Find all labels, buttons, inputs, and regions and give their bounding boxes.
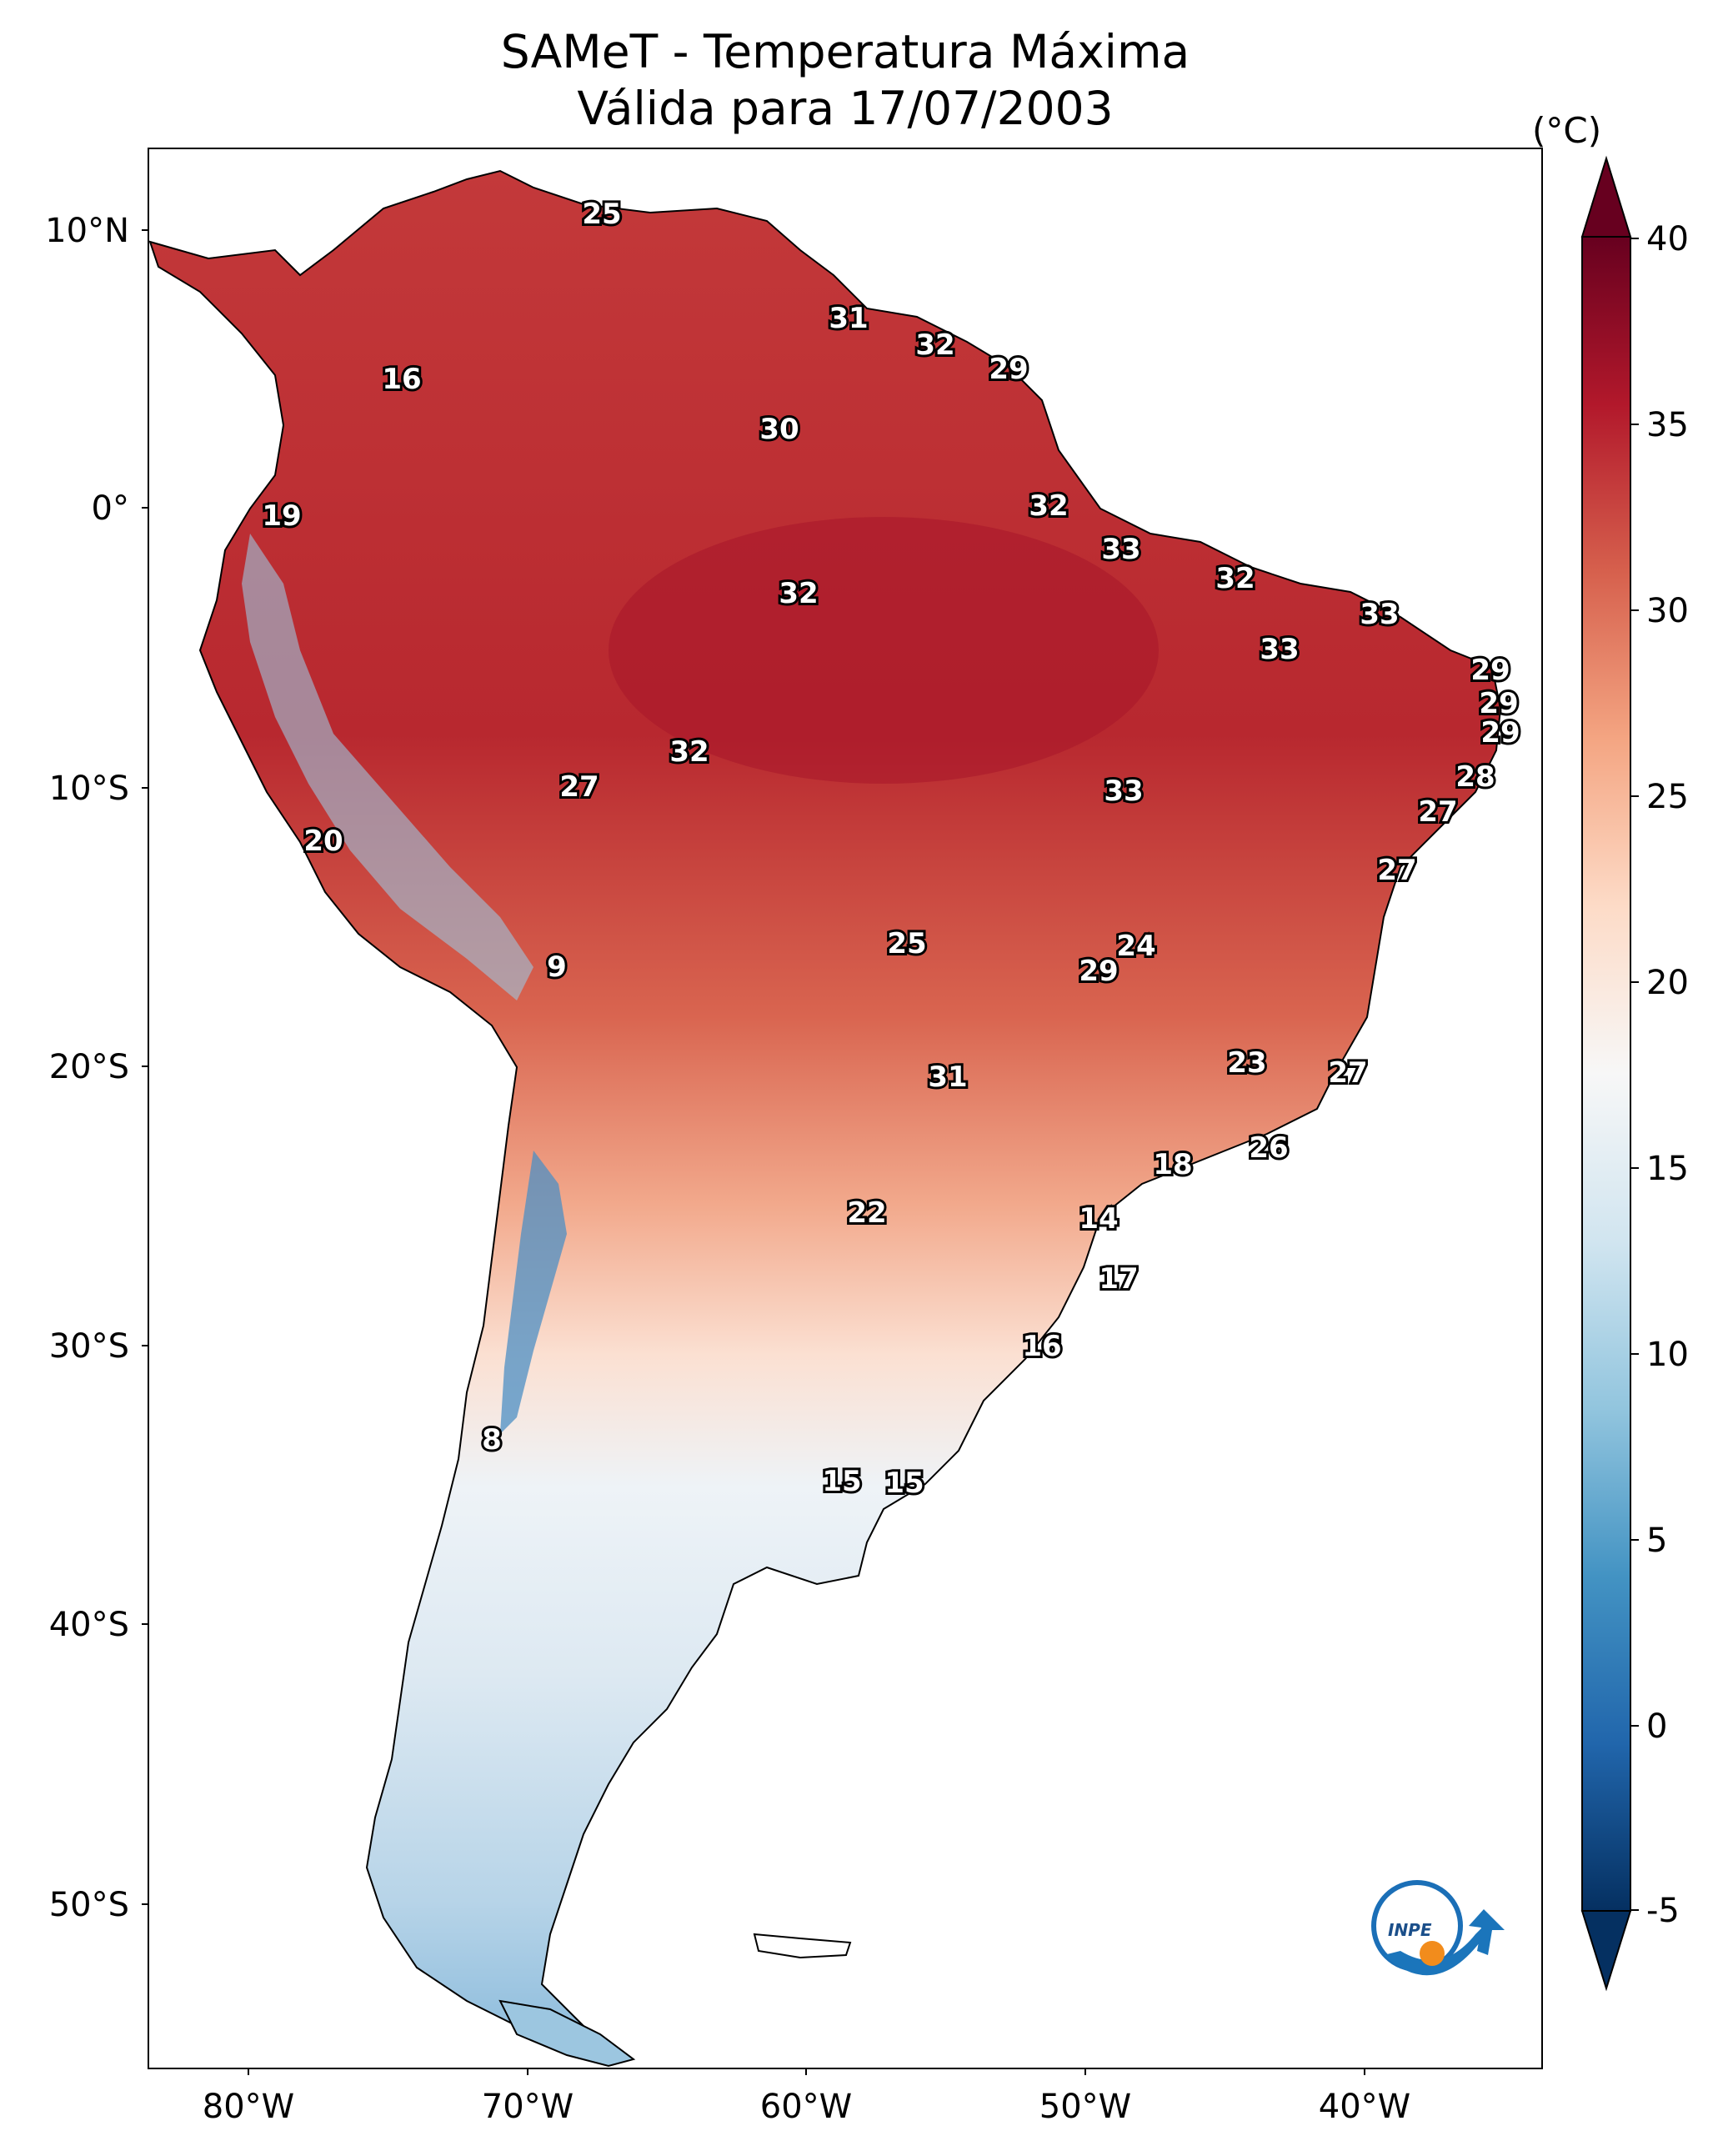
colorbar-tick-label: -5	[1646, 1892, 1680, 1930]
map-value-labels: 25 16 31 32 29 30 19 32 32 33 32 33 33 2…	[259, 195, 1522, 1502]
lon-label-50w: 50°W	[1039, 2088, 1131, 2126]
map-value-label: 15	[822, 1465, 861, 1498]
map-value-label: 33	[1260, 633, 1299, 666]
map-value-label: 29	[1479, 687, 1518, 720]
lat-label-50s: 50°S	[49, 1886, 129, 1924]
map-value-label: 32	[915, 328, 954, 362]
colorbar-tick-label: 0	[1646, 1707, 1667, 1746]
colorbar-unit: (°C)	[1532, 110, 1602, 151]
inpe-logo-text: INPE	[1388, 1920, 1432, 1940]
lat-label-30s: 30°S	[49, 1327, 129, 1366]
tick-marks	[142, 229, 1365, 2075]
colorbar-tick-label: 25	[1646, 778, 1689, 816]
lat-label-40s: 40°S	[49, 1606, 129, 1644]
map-value-label: 14	[1079, 1202, 1118, 1236]
colorbar-tick-label: 35	[1646, 406, 1689, 444]
map-value-label: 24	[1116, 930, 1155, 963]
lat-label-20s: 20°S	[49, 1048, 129, 1086]
colorbar-tick-label: 20	[1646, 964, 1689, 1002]
map-value-label: 29	[989, 353, 1028, 386]
map-value-label: 17	[1099, 1262, 1138, 1296]
map-value-label: 31	[928, 1060, 967, 1094]
map-value-label: 23	[1227, 1046, 1266, 1080]
map-value-label: 32	[1029, 489, 1068, 523]
map-value-label: 32	[669, 735, 709, 769]
map-value-label: 16	[382, 363, 421, 396]
map-title-line2: Válida para 17/07/2003	[577, 82, 1114, 135]
colorbar-max-extension	[1580, 155, 1632, 238]
andes-cool-band	[500, 1151, 567, 1434]
map-value-label: 27	[559, 770, 599, 804]
map-value-label: 25	[582, 198, 621, 231]
lon-label-70w: 70°W	[482, 2088, 573, 2126]
map-value-label: 18	[1153, 1148, 1192, 1181]
map-value-label: 22	[847, 1196, 886, 1230]
map-value-label: 27	[1377, 854, 1416, 887]
map-value-label: 32	[779, 577, 818, 610]
lat-label-10n: 10°N	[45, 212, 129, 250]
colorbar-min-extension	[1580, 1910, 1632, 1992]
map-value-label: 29	[1480, 716, 1520, 750]
map-value-label: 31	[829, 302, 868, 335]
map-value-label: 27	[1328, 1056, 1367, 1090]
map-value-label: 29	[1470, 654, 1510, 687]
andes-north-band	[242, 534, 533, 1000]
map-value-label: 32	[1215, 562, 1255, 595]
map-value-label: 29	[1079, 955, 1118, 988]
inpe-logo-arrow	[1469, 1909, 1505, 1955]
colorbar-body	[1581, 236, 1631, 1912]
lat-label-0: 0°	[92, 489, 129, 528]
inpe-logo: INPE	[1371, 1880, 1505, 1976]
map-value-label: 19	[262, 499, 301, 533]
colorbar-tick-label: 15	[1646, 1150, 1689, 1188]
colorbar-tick-label: 30	[1646, 592, 1689, 630]
colorbar-tick-label: 10	[1646, 1336, 1689, 1374]
colorbar-tick-label: 5	[1646, 1522, 1667, 1560]
colorbar: 40 35 30 25 20 15 10 5 0 -5	[1580, 155, 1689, 1992]
map-value-label: 30	[759, 413, 799, 446]
map-value-label: 25	[887, 927, 926, 960]
falkland-islands	[753, 1933, 852, 1959]
amazon-hot-core	[609, 517, 1159, 784]
lon-label-80w: 80°W	[203, 2088, 294, 2126]
map-value-label: 28	[1455, 760, 1495, 794]
colorbar-tick-label: 40	[1646, 220, 1689, 258]
map-value-label: 20	[303, 825, 343, 858]
map-title-line1: SAMeT - Temperatura Máxima	[500, 25, 1190, 78]
map-value-label: 33	[1104, 775, 1143, 808]
map-value-label: 27	[1418, 795, 1457, 829]
map-value-label: 33	[1101, 533, 1140, 566]
lat-label-10s: 10°S	[49, 770, 129, 808]
lon-label-40w: 40°W	[1319, 2088, 1410, 2126]
map-value-label: 16	[1022, 1330, 1061, 1363]
south-america-landmass	[148, 169, 1502, 2053]
map-value-label: 26	[1249, 1131, 1288, 1165]
map-value-label: 33	[1360, 598, 1399, 631]
inpe-logo-dot	[1420, 1941, 1445, 1966]
lon-label-60w: 60°W	[760, 2088, 852, 2126]
map-value-label: 15	[884, 1467, 924, 1500]
tierra-del-fuego	[498, 1999, 636, 2068]
map-value-label: 9	[547, 950, 567, 984]
map-value-label: 8	[482, 1423, 502, 1457]
inpe-logo-swoosh	[1384, 1918, 1492, 1976]
